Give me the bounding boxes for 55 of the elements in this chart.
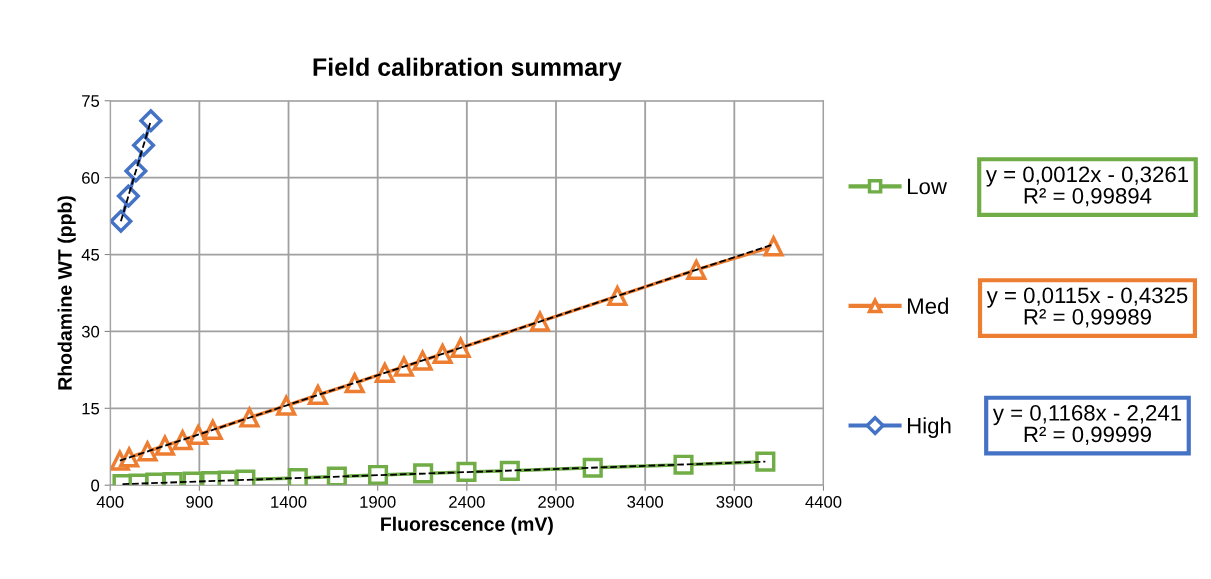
point [124,159,148,183]
point [582,457,603,478]
x-tick-label: 400 [96,496,124,508]
point [755,451,776,472]
point [673,454,694,475]
x-tick-label: 1400 [271,496,307,508]
text: y = 0,0115x - 0,4325 R² = 0,99989 [986,287,1188,328]
x-tick-label: 1900 [360,496,396,508]
text: y = 0,1168x - 2,241 R² = 0,99999 [992,405,1182,445]
point [139,109,163,133]
point [275,393,298,416]
point [306,382,329,406]
point [367,464,389,486]
point [413,463,434,484]
point [499,460,520,481]
point [607,285,628,307]
point [287,467,308,486]
point [201,417,224,440]
point [137,441,158,462]
point [373,360,396,384]
y-tick-label: 45 [81,249,100,261]
point [411,348,434,371]
x-axis-title: Fluorescence (mV) [381,516,553,535]
point [529,309,551,332]
point [450,335,472,358]
point [239,407,260,428]
x-tick-label: 3900 [716,496,753,508]
point [763,236,784,257]
legend-label: Med [907,297,948,314]
x-tick-label: 2400 [449,496,485,508]
y-axis-title: Rhodamine WT (ppb) [57,196,76,390]
point [110,209,133,233]
y-tick-label: 0 [91,479,100,492]
legend-label: High [907,417,951,438]
x-tick-label: 4400 [805,496,842,508]
point [172,430,193,451]
point [119,447,140,468]
point [685,257,708,280]
point [326,466,347,486]
text: y = 0,0012x - 0,3261 R² = 0,99894 [985,166,1189,207]
legend-label: Low [907,178,947,195]
point [344,373,365,394]
x-tick-label: 900 [186,496,213,508]
point [393,354,415,377]
x-tick-label: 3400 [627,496,664,508]
y-tick-label: 30 [81,325,100,338]
point [456,461,477,482]
chart-title: Field calibration summary [313,57,622,81]
point [131,133,156,157]
y-tick-label: 15 [82,402,100,415]
y-tick-label: 60 [82,172,100,184]
point [431,341,454,365]
point [154,433,176,456]
y-tick-label: 75 [82,95,100,107]
x-tick-label: 2900 [538,496,574,508]
